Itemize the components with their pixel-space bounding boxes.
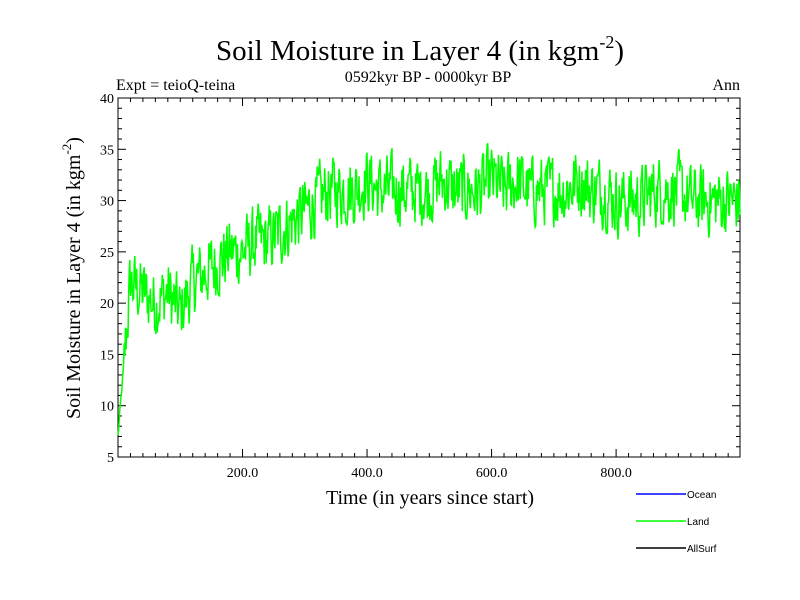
- legend-label-allsurf: AllSurf: [687, 544, 717, 555]
- experiment-label: Expt = teioQ-teina: [116, 77, 235, 94]
- x-axis-label: Time (in years since start): [326, 487, 534, 509]
- y-tick-label: 20: [100, 297, 114, 312]
- x-tick-label: 200.0: [227, 466, 259, 481]
- y-tick-label: 15: [100, 348, 114, 363]
- series-layer: [117, 142, 741, 435]
- chart-subtitle: 0592kyr BP - 0000kyr BP: [345, 69, 512, 86]
- y-tick-label: 35: [100, 143, 114, 158]
- y-tick-label: 10: [100, 400, 114, 415]
- x-axis: 200.0 400.0 600.0 800.0: [129, 98, 729, 481]
- x-tick-label: 800.0: [600, 466, 632, 481]
- y-axis-label: Soil Moisture in Layer 4 (in kgm-2): [59, 137, 85, 419]
- x-tick-label: 400.0: [351, 466, 383, 481]
- y-tick-label: 25: [100, 246, 114, 261]
- season-label: Ann: [712, 77, 740, 94]
- y-tick-label: 40: [100, 92, 114, 107]
- y-tick-label: 30: [100, 195, 114, 210]
- x-tick-label: 600.0: [476, 466, 508, 481]
- legend-label-land: Land: [687, 517, 709, 528]
- chart-title: Soil Moisture in Layer 4 (in kgm-2): [216, 32, 624, 67]
- plot-frame: [117, 97, 741, 458]
- series-line-land: [117, 142, 741, 435]
- y-axis: 5 10 15 20 25 30 35 40: [100, 92, 740, 466]
- y-tick-label: 5: [107, 451, 114, 466]
- legend-label-ocean: Ocean: [687, 490, 716, 501]
- legend: Ocean Land AllSurf: [636, 490, 717, 555]
